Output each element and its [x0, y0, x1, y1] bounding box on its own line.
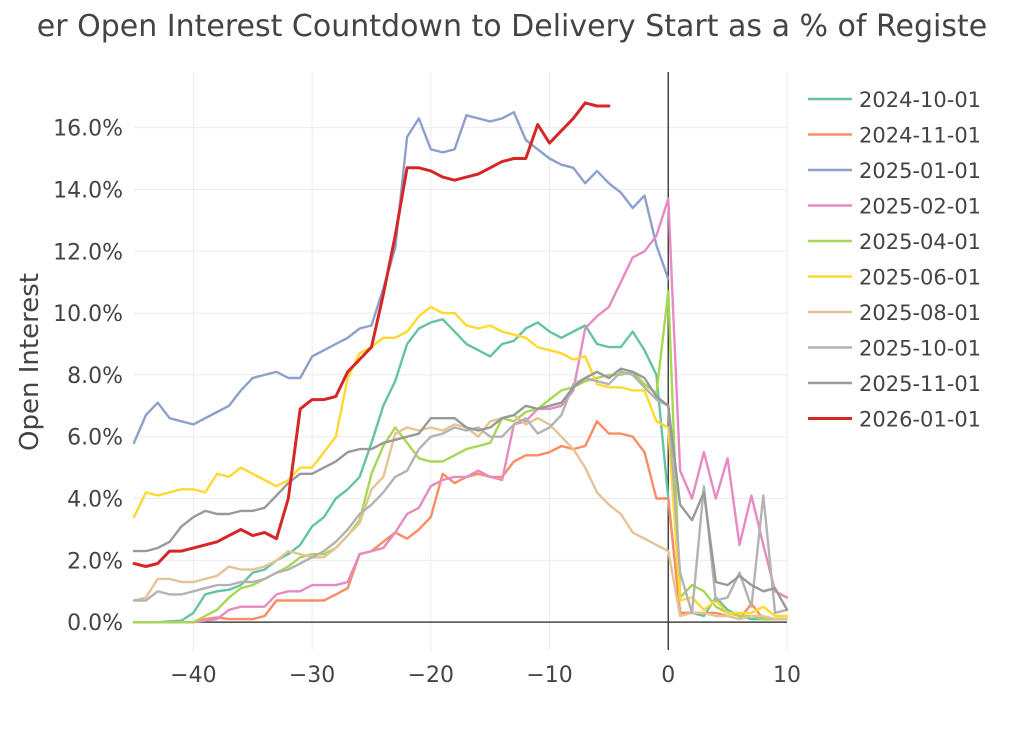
legend-item-2025-01-01[interactable]: 2025-01-01	[808, 159, 981, 183]
series-line-2024-11-01	[132, 420, 789, 624]
legend: 2024-10-01 2024-11-01 2025-01-01 2025-02-01…	[808, 88, 981, 432]
legend-label: 2025-04-01	[859, 230, 981, 254]
legend-item-2025-11-01[interactable]: 2025-11-01	[808, 372, 981, 396]
legend-item-2025-06-01[interactable]: 2025-06-01	[808, 266, 981, 290]
y-axis-ticks: 0.0% 2.0% 4.0% 6.0% 8.0% 10.0% 12.0% 14.0% 16.0%	[53, 117, 123, 637]
x-axis-ticks: −40 −30 −20 −10 0 10	[170, 663, 801, 688]
series-line-2025-08-01	[132, 413, 789, 621]
x-tick-label: −40	[170, 663, 216, 688]
series-group	[132, 101, 789, 624]
legend-item-2025-10-01[interactable]: 2025-10-01	[808, 337, 981, 361]
y-tick-label: 6.0%	[67, 426, 123, 451]
y-axis-label: Open Interest	[15, 273, 45, 451]
grid	[134, 72, 788, 650]
legend-item-2026-01-01[interactable]: 2026-01-01	[808, 408, 981, 432]
y-tick-label: 0.0%	[67, 611, 123, 636]
legend-item-2025-04-01[interactable]: 2025-04-01	[808, 230, 981, 254]
legend-label: 2025-10-01	[859, 337, 981, 361]
legend-label: 2025-06-01	[859, 266, 981, 290]
y-tick-label: 8.0%	[67, 364, 123, 389]
legend-item-2025-02-01[interactable]: 2025-02-01	[808, 195, 981, 219]
series-line-2025-04-01	[132, 290, 789, 624]
x-tick-label: −30	[289, 663, 335, 688]
y-tick-label: 10.0%	[53, 302, 123, 327]
series-line-2025-06-01	[132, 305, 789, 618]
legend-label: 2025-01-01	[859, 159, 981, 183]
series-line-2024-10-01	[132, 318, 789, 624]
x-tick-label: 10	[773, 663, 801, 688]
legend-label: 2024-10-01	[859, 88, 981, 112]
legend-label: 2024-11-01	[859, 124, 981, 148]
y-tick-label: 4.0%	[67, 488, 123, 513]
legend-label: 2025-11-01	[859, 372, 981, 396]
x-tick-label: −20	[408, 663, 454, 688]
y-tick-label: 14.0%	[53, 178, 123, 203]
y-tick-label: 16.0%	[53, 117, 123, 142]
series-line-2025-10-01	[132, 370, 789, 615]
chart-title: er Open Interest Countdown to Delivery S…	[37, 9, 987, 44]
legend-item-2024-10-01[interactable]: 2024-10-01	[808, 88, 981, 112]
series-line-2025-02-01	[132, 197, 789, 624]
series-line-2026-01-01	[132, 101, 611, 568]
y-tick-label: 2.0%	[67, 549, 123, 574]
series-line-2025-01-01	[132, 111, 670, 445]
x-tick-label: −10	[526, 663, 572, 688]
legend-item-2025-08-01[interactable]: 2025-08-01	[808, 301, 981, 325]
legend-label: 2025-08-01	[859, 301, 981, 325]
legend-label: 2025-02-01	[859, 195, 981, 219]
legend-item-2024-11-01[interactable]: 2024-11-01	[808, 124, 981, 148]
y-tick-label: 12.0%	[53, 240, 123, 265]
legend-label: 2026-01-01	[859, 408, 981, 432]
series-line-2025-11-01	[132, 367, 789, 611]
x-tick-label: 0	[661, 663, 675, 688]
